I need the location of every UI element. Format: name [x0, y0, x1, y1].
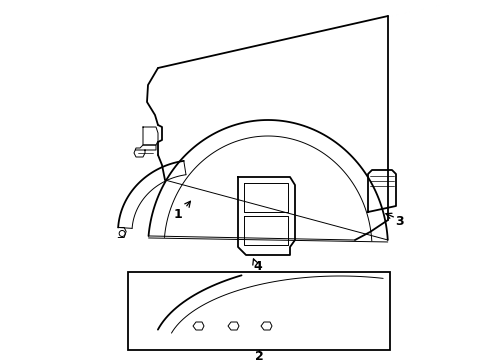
Text: 3: 3 — [395, 216, 404, 229]
Bar — [128, 272, 389, 350]
Text: 4: 4 — [253, 261, 262, 274]
Text: 2: 2 — [254, 350, 263, 360]
Text: 1: 1 — [173, 208, 182, 221]
